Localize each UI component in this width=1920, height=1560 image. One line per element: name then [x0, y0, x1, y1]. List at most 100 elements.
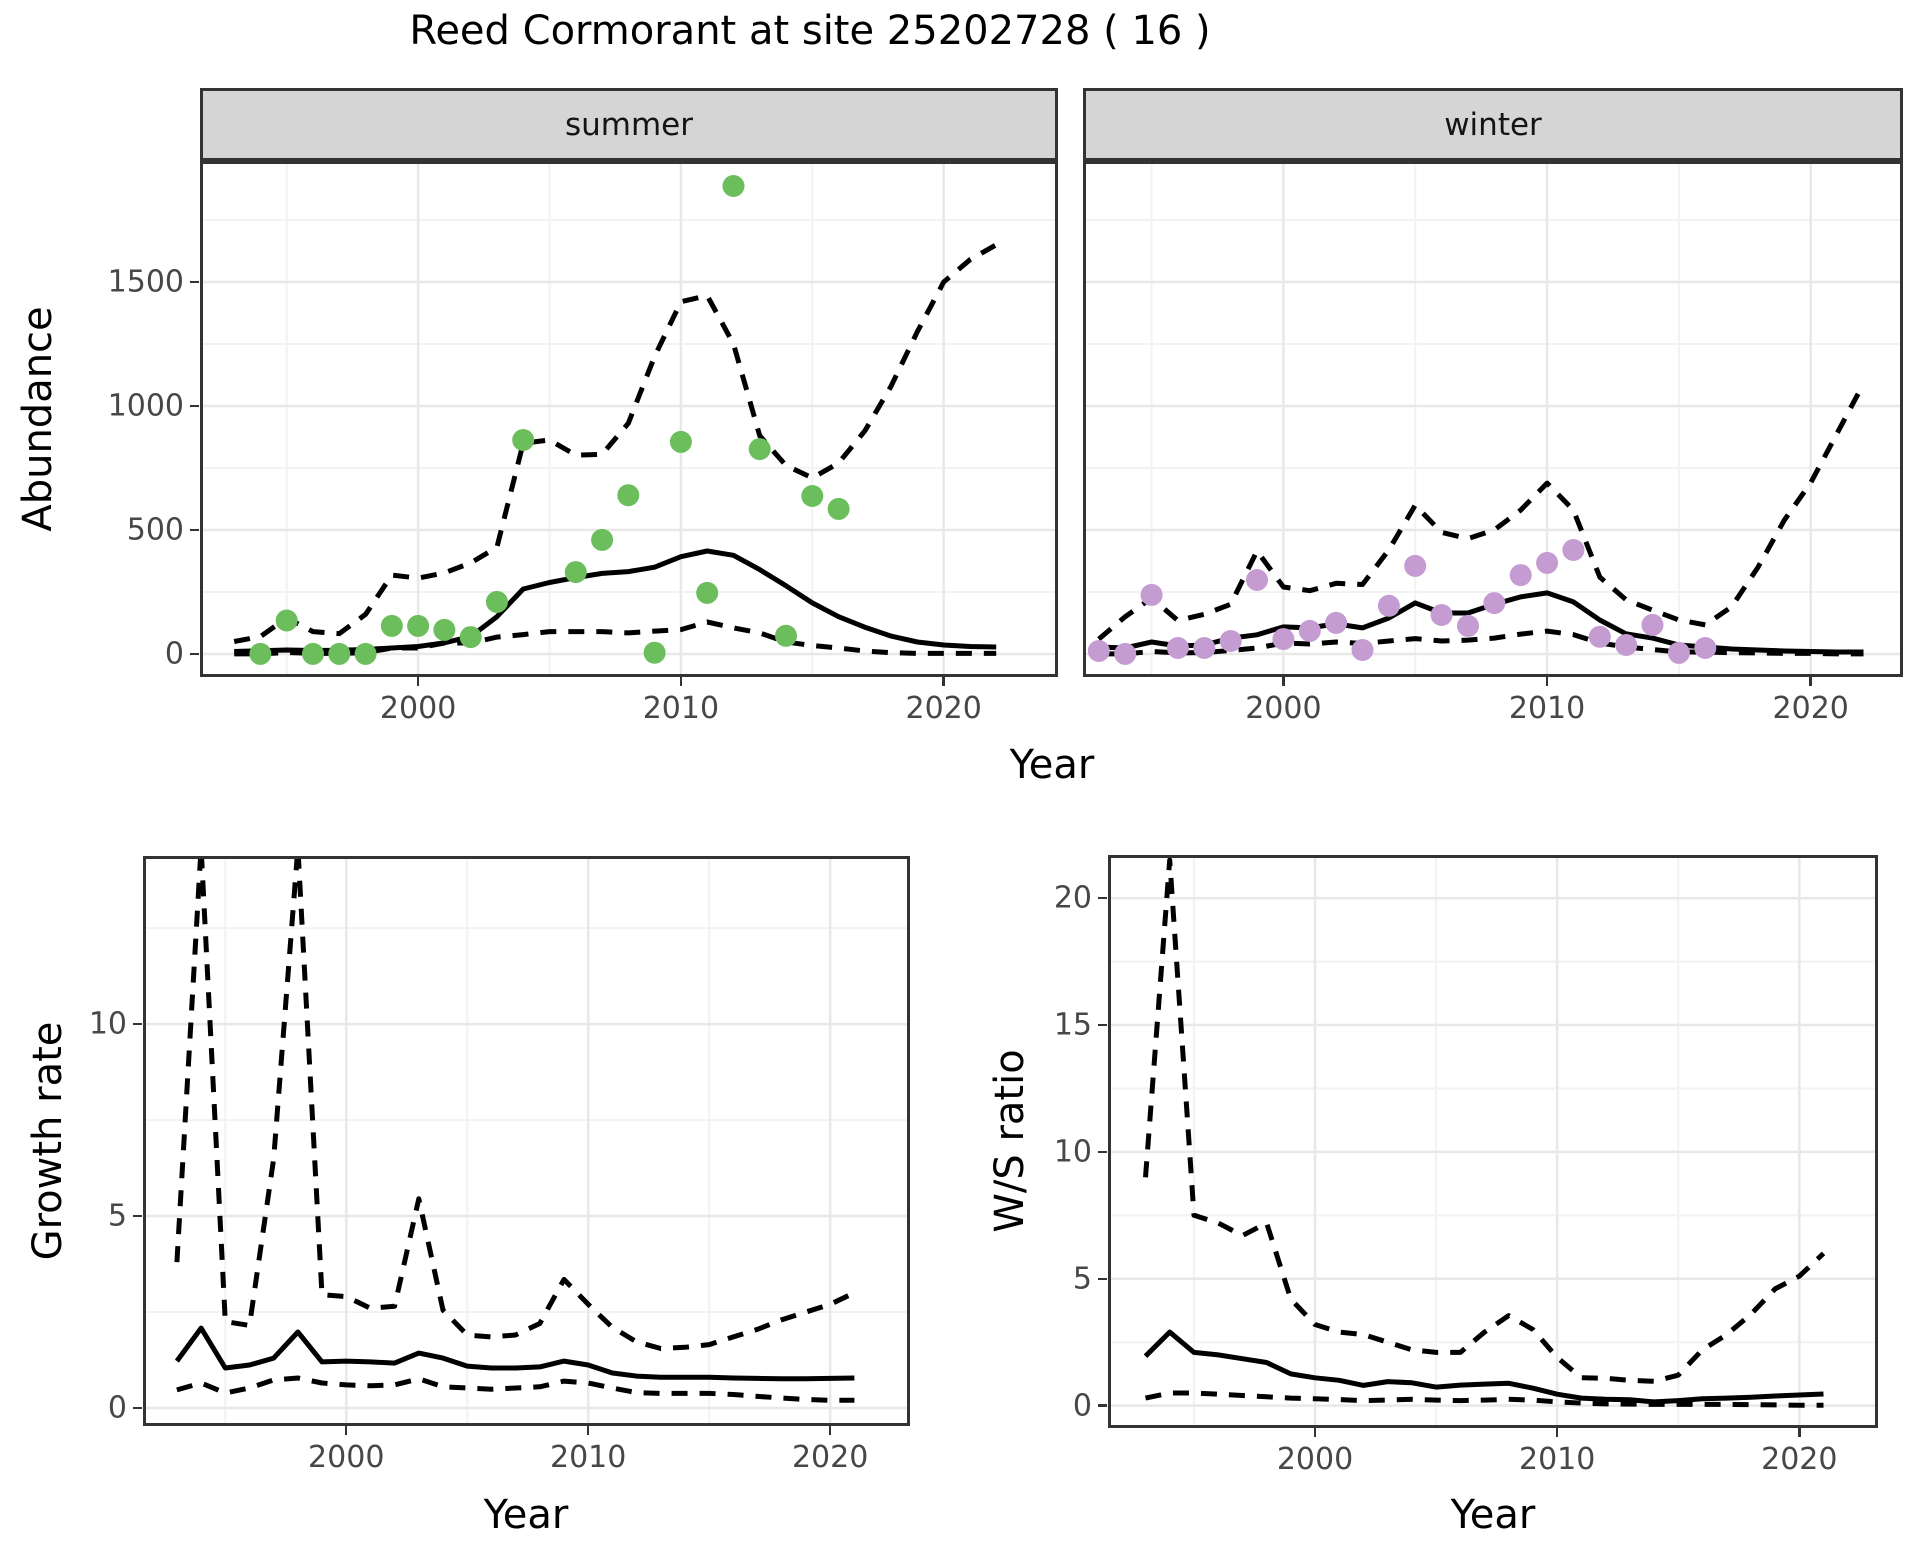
- facet-strip-summer-label: summer: [564, 106, 693, 143]
- abundance-summer-point: [275, 609, 298, 632]
- y-axis-tick-mark: [133, 1406, 142, 1410]
- abundance-winter-point: [1377, 594, 1400, 617]
- x-axis-tick-label: 2010: [642, 691, 720, 726]
- growth-rate-upper-ci: [174, 856, 856, 1351]
- y-axis-tick-mark: [133, 1022, 142, 1026]
- axis-title-growth-rate: Growth rate: [25, 1021, 71, 1261]
- x-axis-tick-mark: [679, 677, 683, 686]
- y-axis-tick-label: 0: [107, 1390, 127, 1426]
- abundance-winter-point: [1430, 604, 1453, 626]
- y-axis-tick-mark: [1098, 1150, 1107, 1154]
- y-axis-tick-label: 500: [126, 512, 184, 548]
- abundance-summer-point: [827, 497, 850, 520]
- abundance-winter-point: [1219, 630, 1242, 652]
- abundance-winter-point: [1272, 628, 1295, 651]
- plot-title: Reed Cormorant at site 25202728 ( 16 ): [409, 8, 1211, 54]
- x-axis-tick-mark: [1798, 1428, 1801, 1437]
- y-axis-tick-mark: [1098, 1277, 1107, 1281]
- abundance-summer-point: [722, 175, 745, 197]
- abundance-summer-point: [302, 642, 324, 665]
- y-axis-tick-mark: [190, 528, 199, 532]
- y-axis-tick-mark: [133, 1214, 142, 1218]
- x-axis-tick-mark: [1809, 677, 1812, 686]
- x-axis-tick-label: 2020: [905, 691, 982, 726]
- abundance-winter-point: [1193, 637, 1216, 659]
- x-axis-tick-label: 2020: [791, 1440, 869, 1475]
- axis-title-year-ws: Year: [1450, 1492, 1536, 1538]
- growth-rate-lower-ci: [176, 1375, 855, 1403]
- abundance-winter-point: [1694, 637, 1717, 659]
- abundance-winter-point: [1615, 634, 1638, 656]
- abundance-summer-point: [380, 614, 403, 637]
- ws-ratio-fit: [1143, 1329, 1824, 1405]
- axis-title-year-top: Year: [1009, 742, 1095, 788]
- y-axis-tick-label: 5: [107, 1198, 127, 1234]
- x-axis-tick-label: 2010: [1518, 1442, 1596, 1477]
- y-axis-tick-label: 5: [1072, 1261, 1092, 1297]
- axis-title-abundance: Abundance: [15, 306, 61, 532]
- y-axis-tick-label: 20: [1053, 880, 1092, 916]
- y-axis-tick-label: 1500: [107, 264, 184, 300]
- abundance-winter-point: [1166, 637, 1189, 659]
- x-axis-tick-label: 2000: [308, 1440, 385, 1475]
- y-axis-tick-mark: [190, 652, 199, 656]
- x-axis-tick-label: 2020: [1761, 1442, 1838, 1477]
- x-axis-tick-mark: [1313, 1428, 1317, 1437]
- abundance-summer-upper-ci: [233, 242, 998, 644]
- abundance-winter-point: [1641, 613, 1664, 636]
- panel-background: [1108, 855, 1878, 1428]
- y-axis-tick-mark: [1098, 1023, 1107, 1027]
- x-axis-tick-mark: [1555, 1428, 1559, 1437]
- abundance-summer-point: [512, 429, 535, 451]
- x-axis-tick-label: 2010: [550, 1440, 627, 1475]
- abundance-winter-point: [1509, 564, 1532, 587]
- ws-ratio-lower-ci: [1144, 1390, 1824, 1408]
- abundance-summer-point: [669, 430, 692, 453]
- abundance-summer-point: [354, 642, 377, 665]
- abundance-winter-point: [1246, 569, 1268, 591]
- y-axis-tick-mark: [1098, 896, 1107, 900]
- y-axis-tick-mark: [190, 280, 199, 284]
- panel-growth-rate: [143, 856, 910, 1426]
- abundance-winter-point: [1483, 592, 1506, 615]
- y-axis-tick-label: 15: [1053, 1007, 1092, 1043]
- abundance-winter-point: [1667, 641, 1690, 664]
- x-axis-tick-label: 2020: [1772, 691, 1849, 726]
- panel-background: [143, 856, 910, 1426]
- ws-ratio-upper-ci: [1143, 857, 1826, 1384]
- y-axis-tick-label: 10: [1053, 1134, 1092, 1170]
- panel-abundance-summer: [200, 161, 1058, 677]
- axis-title-ws-ratio: W/S ratio: [987, 1049, 1033, 1233]
- x-axis-tick-label: 2000: [1245, 691, 1322, 726]
- abundance-winter-point: [1140, 583, 1163, 606]
- abundance-summer-point: [564, 561, 587, 584]
- x-axis-tick-mark: [1282, 677, 1285, 686]
- abundance-winter-point: [1087, 640, 1110, 662]
- abundance-winter-point: [1588, 625, 1611, 648]
- facet-strip-winter: winter: [1083, 88, 1903, 161]
- x-axis-tick-mark: [416, 677, 420, 686]
- abundance-summer-point: [617, 484, 640, 507]
- y-axis-tick-label: 0: [164, 636, 184, 672]
- panel-border: [200, 161, 1058, 677]
- abundance-summer-point: [775, 624, 797, 647]
- x-axis-tick-label: 2000: [379, 691, 457, 726]
- growth-rate-fit: [174, 1325, 855, 1382]
- abundance-winter-point: [1325, 611, 1348, 634]
- x-axis-tick-label: 2010: [1508, 691, 1586, 726]
- axis-title-year-growth: Year: [483, 1492, 569, 1538]
- facet-strip-summer: summer: [200, 88, 1058, 161]
- x-axis-tick-mark: [828, 1426, 832, 1435]
- panel-abundance-winter: [1083, 161, 1903, 677]
- abundance-winter-point: [1536, 551, 1559, 574]
- abundance-winter-point: [1562, 539, 1585, 561]
- abundance-winter-point: [1298, 619, 1321, 642]
- abundance-winter-upper-ci: [1097, 382, 1866, 642]
- panel-border: [1108, 855, 1878, 1428]
- abundance-summer-point: [748, 438, 771, 461]
- y-axis-tick-mark: [1098, 1404, 1107, 1407]
- x-axis-tick-mark: [344, 1426, 348, 1435]
- abundance-summer-point: [459, 626, 482, 649]
- x-axis-tick-mark: [586, 1426, 590, 1435]
